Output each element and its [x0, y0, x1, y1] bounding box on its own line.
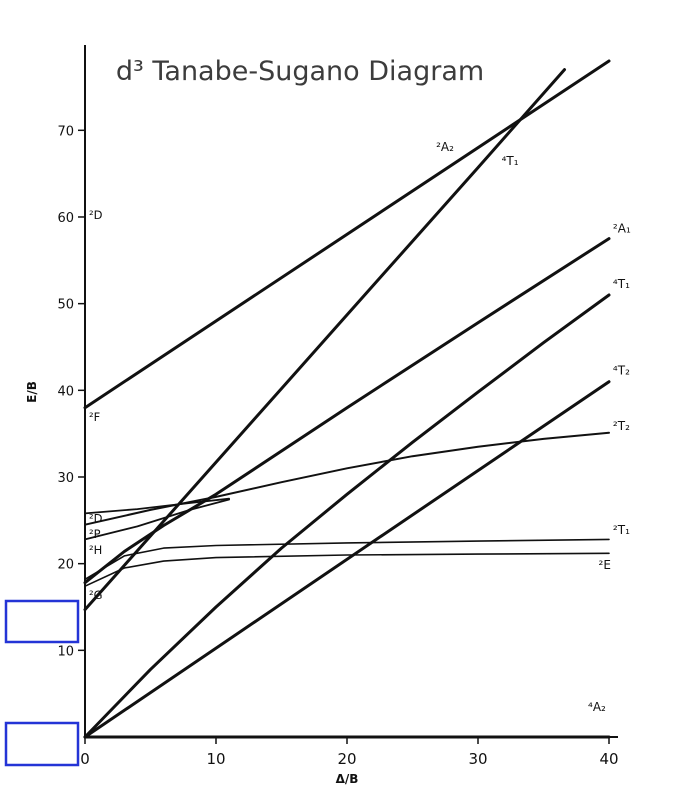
curve-4T1-P — [83, 68, 566, 612]
free-ion-term-label-1: ²F — [89, 410, 100, 424]
y-tick-label: 20 — [57, 558, 74, 573]
curve-2A1 — [83, 237, 611, 585]
free-ion-term-label-0: ²D — [89, 208, 103, 222]
y-axis-label: E/B — [25, 381, 39, 403]
blue-answer-box-1[interactable] — [4, 599, 80, 644]
free-ion-term-label-5: ²G — [89, 588, 103, 602]
diagram-title: d³ Tanabe-Sugano Diagram — [116, 56, 484, 87]
y-tick-label: 50 — [57, 298, 74, 313]
x-tick-label: 30 — [468, 750, 487, 768]
curve-label-2A2: ²A₂ — [436, 140, 454, 154]
plot-area: 10 20 30 40 50 60 70 0 10 20 30 40 ⁴A₂ ⁴T₂ ⁴T₁ ⁴T₁ ²A₂ ²A… — [4, 45, 631, 768]
curve-label-4T2: ⁴T₂ — [613, 364, 630, 378]
curve-2H-branch — [84, 498, 230, 541]
curve-label-2E: ²E — [599, 558, 611, 572]
x-tick-label: 0 — [80, 750, 90, 768]
y-tick-label: 70 — [57, 124, 74, 139]
curve-label-4A2-ground: ⁴A₂ — [588, 700, 606, 714]
y-tick-label: 40 — [57, 384, 74, 399]
curve-label-4T1-P: ⁴T₁ — [502, 154, 519, 168]
curve-label-2A1: ²A₁ — [613, 222, 631, 236]
curve-2E — [84, 552, 610, 587]
free-ion-term-label-3: ²P — [89, 527, 101, 541]
y-tick-label: 60 — [57, 211, 74, 226]
x-axis-label: Δ/B — [336, 772, 359, 786]
free-ion-term-label-2: ²D — [89, 512, 103, 526]
curve-4T1-F — [83, 293, 611, 739]
curve-label-2T2: ²T₂ — [613, 419, 630, 433]
free-ion-term-label-4: ²H — [89, 543, 102, 557]
curve-2A2 — [83, 59, 611, 410]
x-tick-label: 40 — [599, 750, 618, 768]
x-tick-label: 10 — [206, 750, 225, 768]
y-tick-label: 10 — [57, 644, 74, 659]
curve-label-4T1-F: ⁴T₁ — [613, 277, 630, 291]
curve-2D-branch — [84, 497, 230, 515]
curve-label-2T1: ²T₁ — [613, 523, 630, 537]
y-tick-label: 30 — [57, 471, 74, 486]
blue-answer-box-2[interactable] — [4, 721, 80, 767]
x-tick-label: 20 — [337, 750, 356, 768]
curve-2T1 — [84, 538, 610, 581]
